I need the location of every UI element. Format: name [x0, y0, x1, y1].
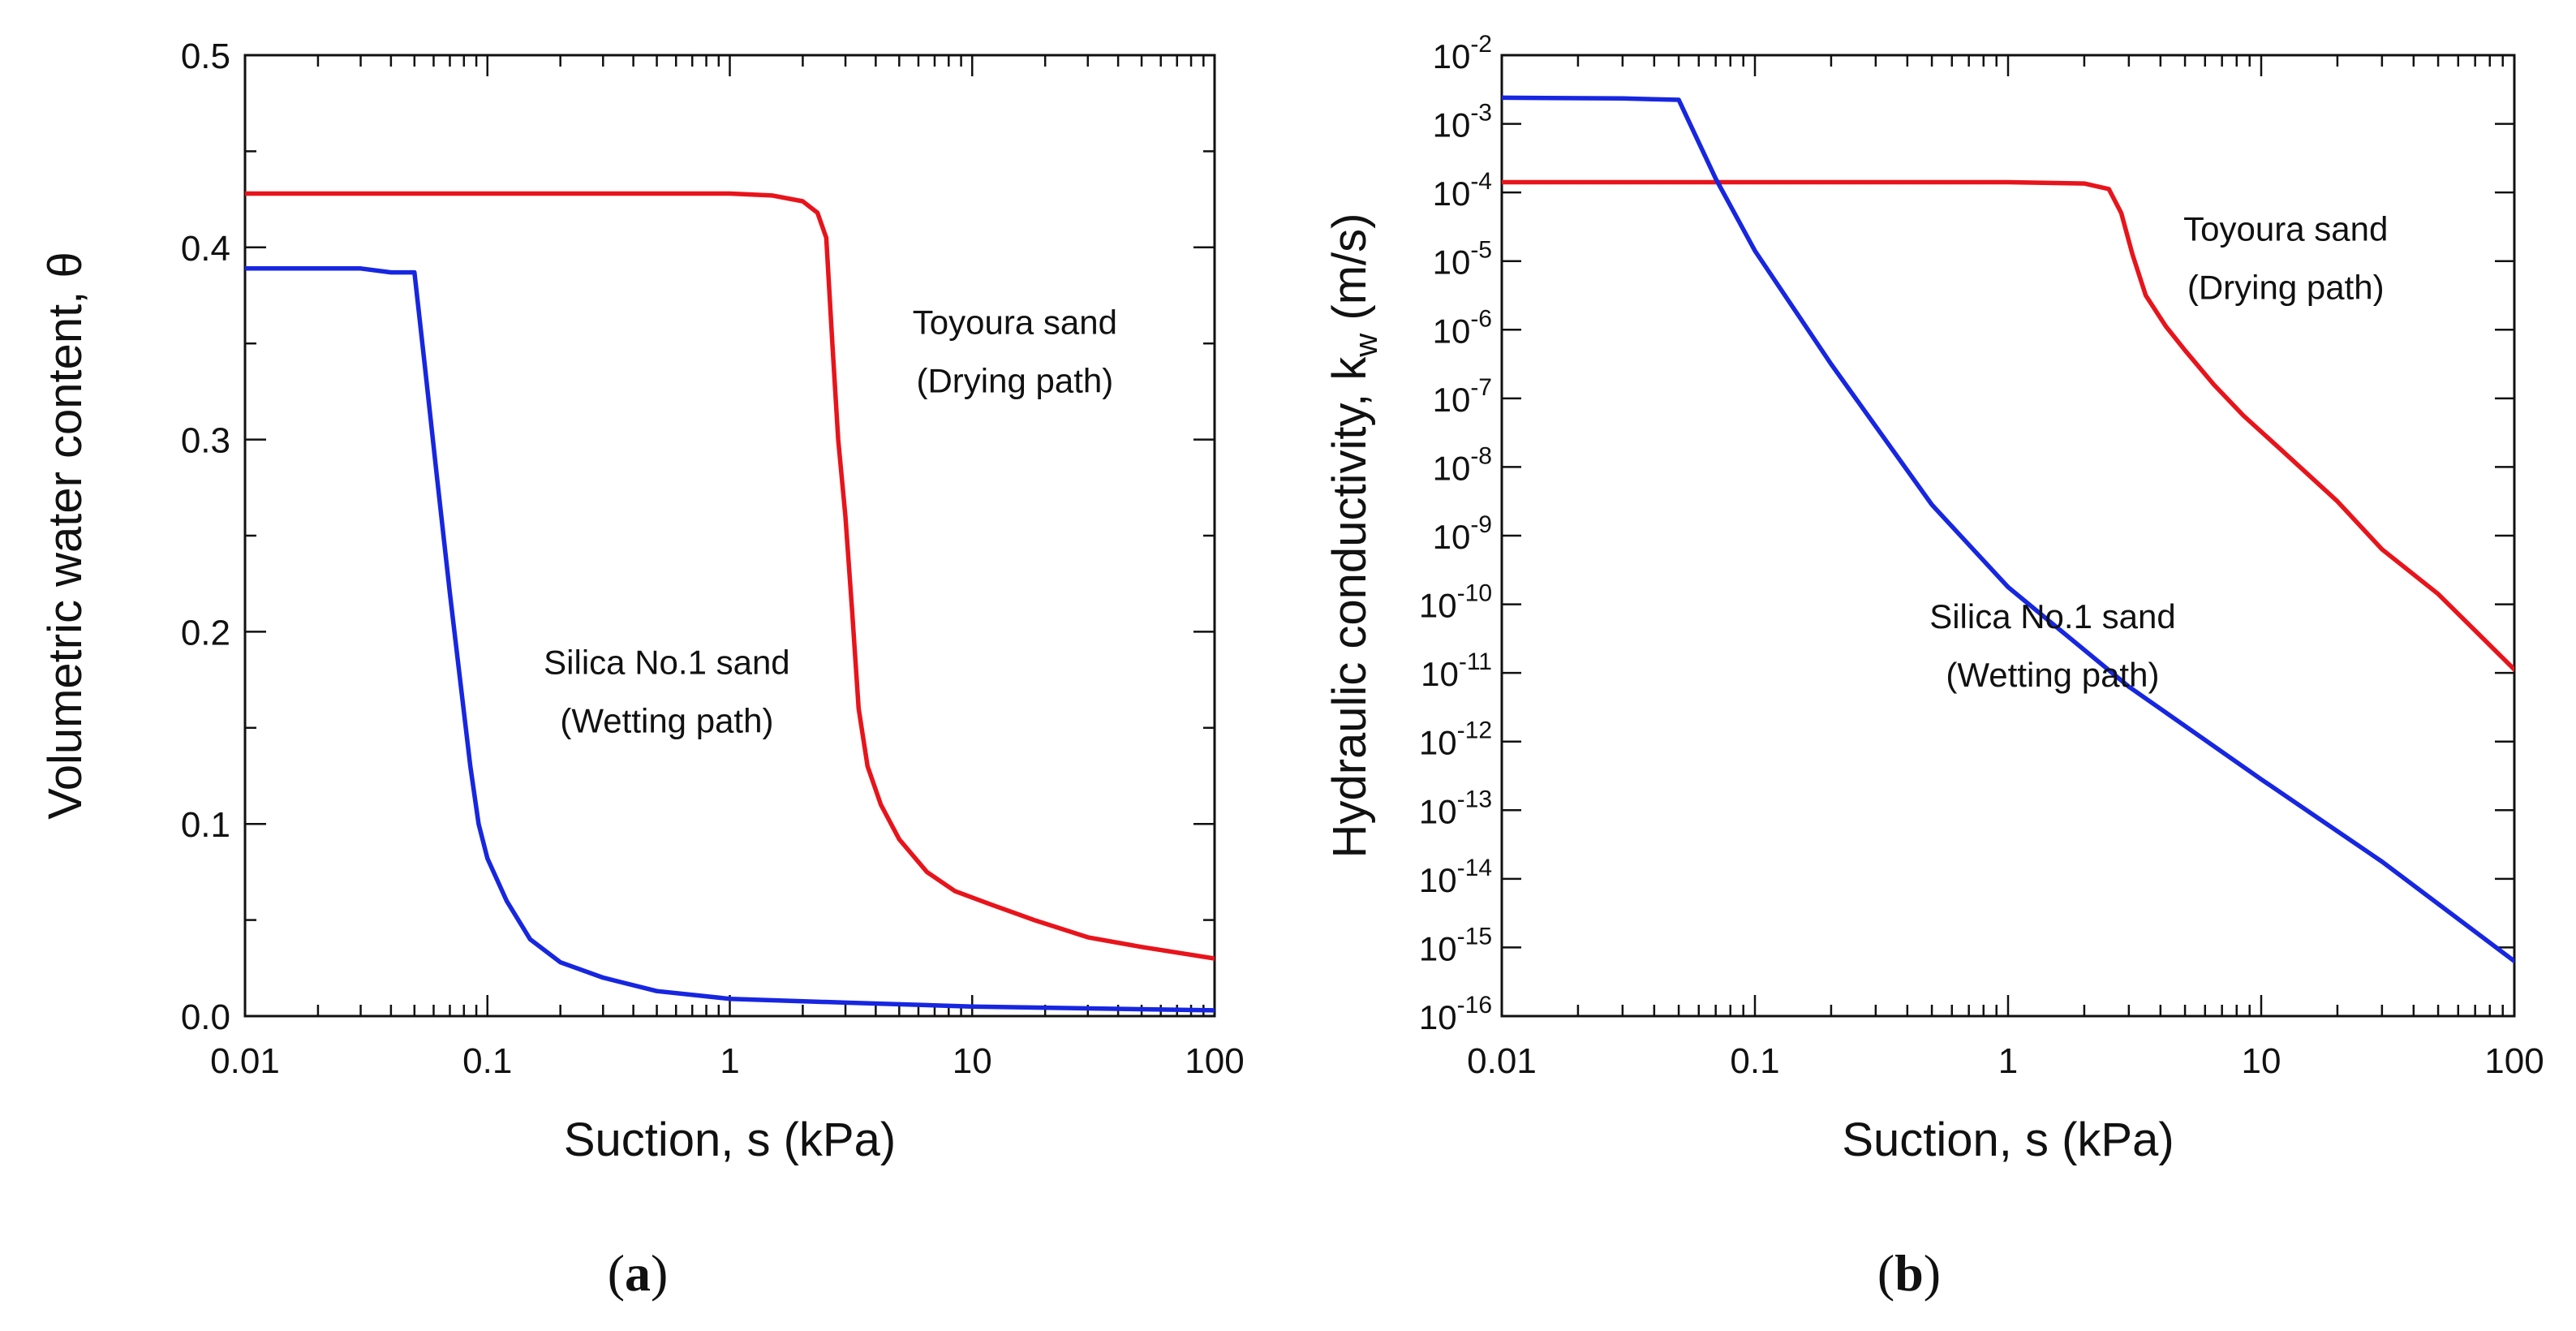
- tick-base: 10: [1433, 449, 1471, 487]
- x-axis-title: Suction, s (kPa): [1842, 1113, 2174, 1166]
- x-tick-label: 1: [1998, 1041, 2018, 1081]
- y-axis-title: Hydraulic conductivity, kw (m/s): [1323, 213, 1384, 859]
- panel-label-close: ): [651, 1244, 668, 1302]
- tick-exponent: -16: [1457, 992, 1492, 1019]
- panel-label-open: (: [608, 1244, 625, 1302]
- tick-exponent: -13: [1457, 786, 1492, 812]
- series-line-drying: [1502, 179, 2514, 672]
- y-title-unit: (m/s): [1323, 213, 1376, 334]
- panel-label-close: ): [1924, 1244, 1941, 1302]
- y-tick-label: 10-6: [1433, 305, 1492, 350]
- tick-base: 10: [1419, 792, 1457, 830]
- panel-label-letter: a: [625, 1244, 651, 1302]
- annotation-line: (Wetting path): [560, 701, 773, 739]
- tick-base: 10: [1433, 174, 1471, 213]
- annotation-line: Silica No.1 sand: [544, 643, 790, 681]
- tick-exponent: -4: [1470, 168, 1492, 195]
- tick-exponent: -11: [1459, 648, 1492, 675]
- tick-exponent: -10: [1457, 580, 1492, 607]
- tick-exponent: -5: [1470, 237, 1492, 264]
- x-tick-label: 0.1: [1730, 1041, 1779, 1081]
- y-tick-label: 10-10: [1419, 580, 1492, 625]
- x-tick-label: 0.01: [1467, 1041, 1537, 1081]
- y-title-subscript: w: [1348, 334, 1384, 358]
- tick-exponent: -3: [1470, 100, 1492, 127]
- y-tick-label: 10-16: [1419, 992, 1492, 1036]
- y-title-main: Hydraulic conductivity, k: [1323, 356, 1376, 859]
- series-annotation: Silica No.1 sand (Wetting path): [544, 643, 790, 739]
- tick-base: 10: [1419, 724, 1457, 762]
- y-tick-label: 0.3: [181, 421, 230, 461]
- tick-base: 10: [1419, 587, 1457, 625]
- chart-panel-a: 0.01 0.1 1 10 100 0.0 0.1 0.2 0.3 0.4 0.5 Toyoura s…: [39, 37, 1245, 1302]
- series-annotation: Toyoura sand (Drying path): [913, 303, 1117, 399]
- y-tick-label: 0.2: [181, 613, 230, 653]
- tick-base: 10: [1433, 381, 1471, 419]
- plot-frame: [243, 54, 1216, 1018]
- annotation-line: Silica No.1 sand: [1929, 597, 2176, 635]
- tick-base: 10: [1419, 998, 1457, 1036]
- x-tick-label: 10: [2242, 1041, 2281, 1081]
- x-tick-label: 100: [2484, 1041, 2544, 1081]
- y-tick-label: 0.0: [181, 997, 230, 1037]
- tick-exponent: -14: [1457, 855, 1492, 881]
- y-tick-label: 10-3: [1433, 100, 1492, 144]
- x-tick-label: 0.01: [210, 1041, 280, 1081]
- x-tick-label: 100: [1185, 1041, 1244, 1081]
- tick-exponent: -7: [1470, 374, 1492, 401]
- y-tick-label: 10-7: [1433, 374, 1492, 419]
- panel-label: (a): [608, 1244, 669, 1302]
- x-tick-label: 1: [720, 1041, 739, 1081]
- tick-exponent: -15: [1457, 923, 1492, 950]
- tick-exponent: -2: [1470, 31, 1492, 58]
- y-tick-label: 10-5: [1433, 237, 1492, 282]
- panel-label: (b): [1877, 1244, 1941, 1302]
- tick-exponent: -12: [1457, 717, 1492, 744]
- tick-base: 10: [1421, 655, 1459, 693]
- series-line-wetting: [1502, 95, 2514, 964]
- series-line-wetting: [245, 266, 1215, 1013]
- y-tick-label: 10-11: [1421, 648, 1492, 693]
- x-tick-label: 10: [953, 1041, 992, 1081]
- y-tick-label: 0.4: [181, 229, 230, 269]
- tick-exponent: -9: [1470, 511, 1492, 538]
- series-annotation: Toyoura sand (Drying path): [2183, 209, 2388, 306]
- tick-base: 10: [1433, 106, 1471, 144]
- y-tick-label: 10-15: [1419, 923, 1492, 967]
- tick-base: 10: [1433, 37, 1471, 75]
- y-axis-title: Volumetric water content, θ: [39, 252, 92, 820]
- tick-base: 10: [1433, 518, 1471, 556]
- x-axis-title: Suction, s (kPa): [564, 1113, 896, 1166]
- plot-frame: [1500, 54, 2516, 1018]
- y-tick-label: 10-12: [1419, 717, 1492, 762]
- panel-label-open: (: [1877, 1244, 1894, 1302]
- annotation-line: (Drying path): [2187, 268, 2385, 306]
- annotation-line: (Drying path): [916, 361, 1113, 399]
- y-tick-label: 10-8: [1433, 442, 1492, 487]
- y-tick-label: 10-13: [1419, 786, 1492, 830]
- tick-exponent: -6: [1470, 305, 1492, 332]
- tick-base: 10: [1433, 243, 1471, 282]
- y-tick-label: 10-2: [1433, 31, 1492, 75]
- chart-panel-b: 0.01 0.1 1 10 10010-210-310-410-510-610-710-…: [1323, 31, 2544, 1302]
- annotation-line: Toyoura sand: [2183, 209, 2388, 248]
- series-annotation: Silica No.1 sand (Wetting path): [1929, 597, 2176, 694]
- annotation-line: (Wetting path): [1946, 656, 2159, 694]
- tick-base: 10: [1419, 929, 1457, 967]
- tick-exponent: -8: [1470, 442, 1492, 469]
- y-tick-label: 0.1: [181, 805, 230, 845]
- y-tick-label: 10-4: [1433, 168, 1492, 213]
- x-tick-label: 0.1: [462, 1041, 512, 1081]
- panel-label-letter: b: [1894, 1244, 1924, 1302]
- y-tick-label: 0.5: [181, 37, 230, 76]
- y-tick-label: 10-9: [1433, 511, 1492, 556]
- series-line-drying: [245, 191, 1215, 961]
- tick-base: 10: [1433, 312, 1471, 350]
- tick-base: 10: [1419, 861, 1457, 899]
- annotation-line: Toyoura sand: [913, 303, 1117, 341]
- y-tick-label: 10-14: [1419, 855, 1492, 899]
